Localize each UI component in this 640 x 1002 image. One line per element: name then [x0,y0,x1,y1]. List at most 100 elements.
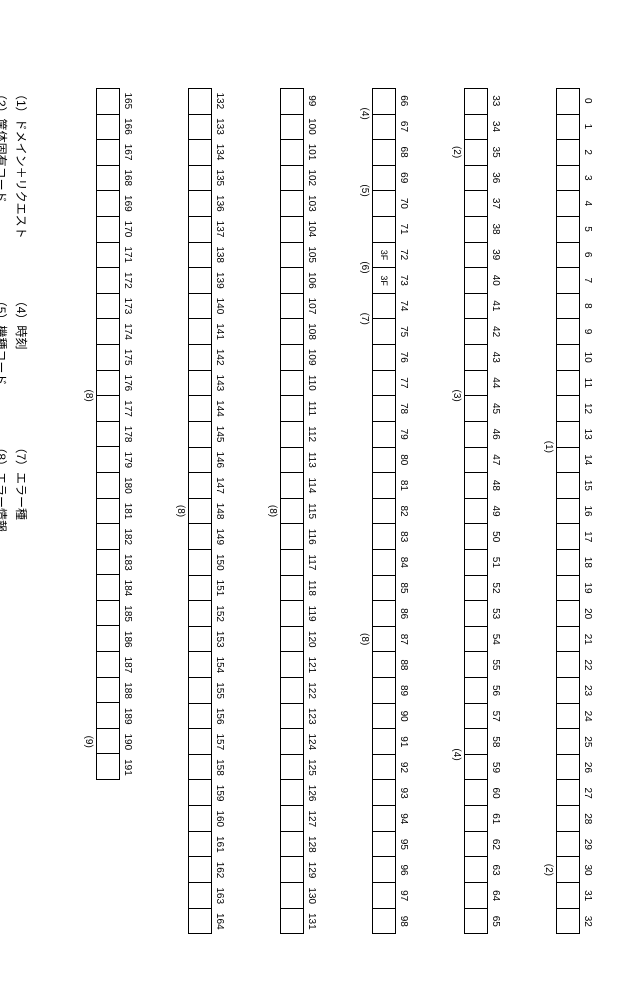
byte-cell [557,448,579,474]
byte-cell [557,832,579,858]
byte-cell [189,627,211,653]
byte-cell [465,319,487,345]
byte-cell [281,89,303,115]
byte-index: 147 [212,473,224,499]
byte-cell [189,857,211,883]
byte-index: 163 [212,883,224,909]
byte-index: 154 [212,652,224,678]
segment-label: (4) [358,88,371,139]
byte-index: 25 [580,729,592,755]
byte-index: 37 [488,191,500,217]
byte-cell [465,806,487,832]
byte-index: 92 [396,755,408,781]
byte-index: 5 [580,216,592,242]
byte-index: 69 [396,165,408,191]
byte-cell [189,319,211,345]
byte-index: 95 [396,832,408,858]
byte-index: 122 [304,678,316,704]
byte-cell [465,755,487,781]
byte-cell [373,857,395,883]
byte-index: 55 [488,652,500,678]
byte-cell [97,601,119,627]
byte-cell [189,371,211,397]
byte-cell [281,627,303,653]
byte-index-row: 0123456789101112131415161718192021222324… [580,88,592,934]
byte-cell [373,473,395,499]
byte-index: 90 [396,703,408,729]
byte-index-row: 6667686970717273747576777879808182838485… [396,88,408,934]
byte-cell [557,601,579,627]
byte-cell [189,729,211,755]
byte-index: 49 [488,498,500,524]
byte-index: 160 [212,806,224,832]
byte-index: 165 [120,88,132,114]
byte-index: 81 [396,473,408,499]
byte-index-row: 1321331341351361371381391401411421431441… [212,88,224,934]
byte-index: 112 [304,421,316,447]
segment-label: (8) [266,88,279,934]
byte-cell [557,550,579,576]
byte-index: 87 [396,626,408,652]
byte-index: 113 [304,447,316,473]
byte-cells: 3F3F [372,88,396,934]
byte-index: 7 [580,267,592,293]
byte-index: 153 [212,626,224,652]
byte-cell [373,89,395,115]
byte-index: 91 [396,729,408,755]
byte-cell [281,499,303,525]
rotated-figure: 0123456789101112131415161718192021222324… [0,0,640,1002]
byte-index: 190 [120,729,132,755]
byte-cell [189,524,211,550]
byte-cell [97,166,119,192]
byte-cell [97,345,119,371]
figure-content: 0123456789101112131415161718192021222324… [0,0,640,1002]
byte-cell [373,115,395,141]
byte-cell [281,448,303,474]
byte-cell [557,704,579,730]
legend-column: （1）ドメイン＋リクエスト（2）筐体固有コード（3）予備領域 [0,88,30,239]
segment-label-row: (4)(5)(6)(7)(8) [358,88,372,934]
byte-cell [373,832,395,858]
byte-cell [189,140,211,166]
byte-index: 172 [120,267,132,293]
byte-index: 98 [396,909,408,935]
byte-index: 128 [304,832,316,858]
byte-index: 70 [396,191,408,217]
byte-cell [557,294,579,320]
byte-cell [465,652,487,678]
byte-index: 75 [396,319,408,345]
byte-cell [97,550,119,576]
byte-index: 166 [120,114,132,140]
byte-index: 137 [212,216,224,242]
byte-cells [464,88,488,934]
byte-cell [373,755,395,781]
byte-index: 108 [304,319,316,345]
byte-row: 3334353637383940414243444546474849505152… [450,88,500,934]
byte-index: 13 [580,421,592,447]
byte-index: 107 [304,293,316,319]
byte-index: 83 [396,524,408,550]
byte-index: 34 [488,114,500,140]
byte-index: 33 [488,88,500,114]
byte-cell [281,319,303,345]
byte-index: 8 [580,293,592,319]
byte-cell [465,115,487,141]
byte-index: 18 [580,550,592,576]
byte-index: 188 [120,678,132,704]
byte-index: 121 [304,652,316,678]
byte-cell [373,166,395,192]
byte-index: 170 [120,216,132,242]
byte-index: 173 [120,293,132,319]
byte-cell [373,652,395,678]
byte-index: 99 [304,88,316,114]
byte-cell [465,883,487,909]
byte-index: 61 [488,806,500,832]
byte-cell [465,345,487,371]
byte-cell: 3F [373,243,395,269]
byte-index: 183 [120,550,132,576]
byte-cell [281,268,303,294]
byte-index: 167 [120,139,132,165]
byte-index: 4 [580,191,592,217]
byte-index: 35 [488,139,500,165]
byte-cell [189,191,211,217]
